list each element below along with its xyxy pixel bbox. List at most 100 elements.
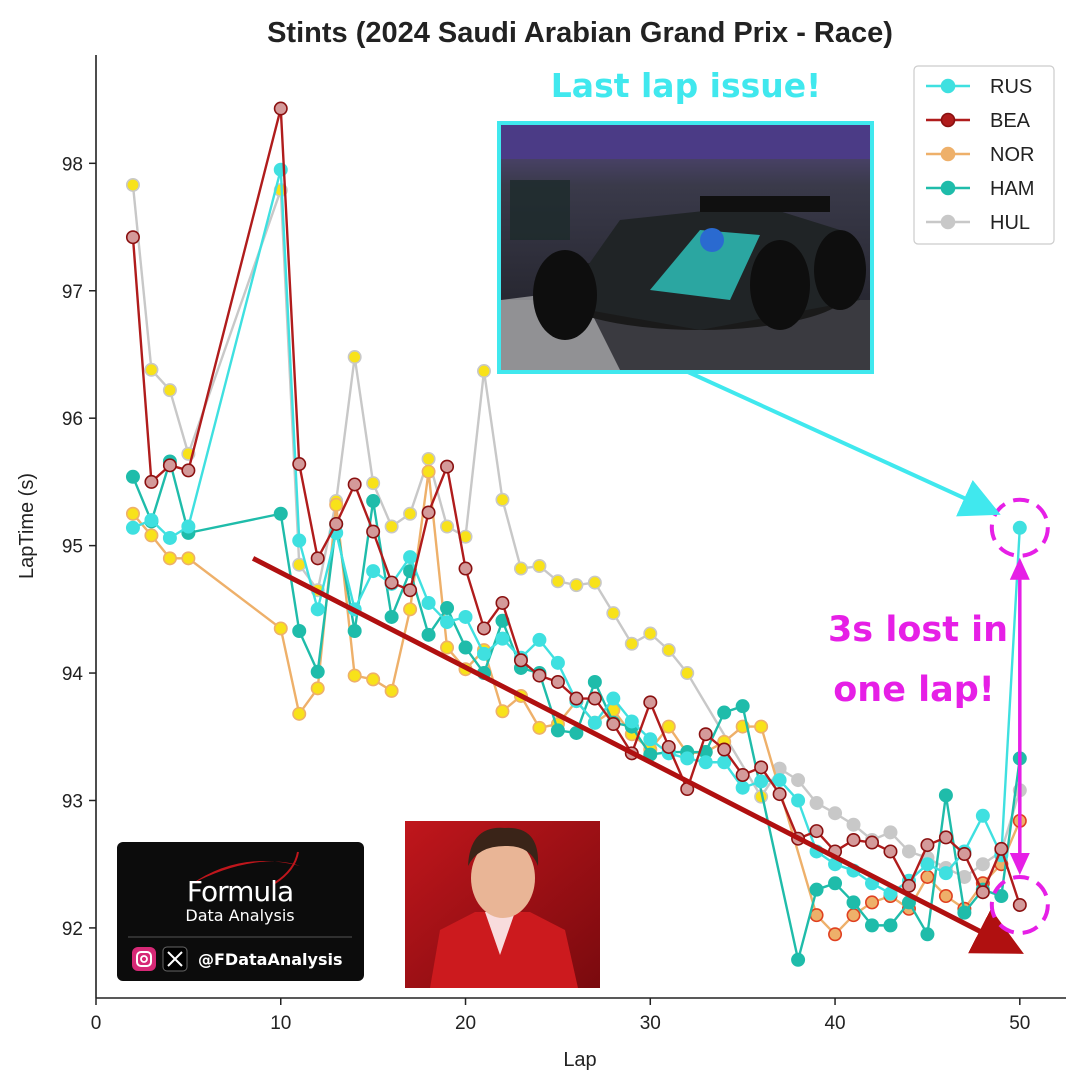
data-point-hul (550, 574, 565, 589)
data-point-nor (938, 889, 953, 904)
x-tick-label: 40 (824, 1013, 845, 1034)
data-point-bea (458, 561, 473, 576)
data-point-bea (809, 824, 824, 839)
data-point-ham (938, 788, 953, 803)
data-point-rus (975, 808, 990, 823)
data-point-rus (938, 866, 953, 881)
data-point-bea (864, 835, 879, 850)
data-point-bea (292, 457, 307, 472)
data-point-hul (495, 492, 510, 507)
data-point-bea (772, 787, 787, 802)
x-tick-label: 30 (640, 1013, 661, 1034)
legend-marker-nor (940, 146, 956, 162)
x-tick-label: 0 (91, 1013, 102, 1034)
trend-arrow (251, 556, 1024, 954)
data-point-bea (310, 551, 325, 566)
series-layer (125, 101, 1027, 967)
data-point-ham (864, 918, 879, 933)
data-point-rus (366, 564, 381, 579)
data-point-ham (920, 927, 935, 942)
data-point-bea (901, 878, 916, 893)
data-point-nor (162, 551, 177, 566)
data-point-hul (162, 383, 177, 398)
y-tick-label: 94 (62, 664, 84, 685)
annotation-layer: Last lap issue! 3s lost in one lap! (251, 66, 1050, 954)
data-point-bea (717, 742, 732, 757)
highlight-circle-top (989, 497, 1050, 558)
data-point-nor (181, 551, 196, 566)
time-lost-label-line1: 3s lost in (828, 610, 1008, 650)
data-point-hul (901, 844, 916, 859)
time-lost-label-line2: one lap! (833, 670, 995, 710)
data-point-nor (144, 528, 159, 543)
data-point-hul (680, 666, 695, 681)
data-point-bea (957, 847, 972, 862)
car-photo-inset (497, 121, 874, 374)
data-point-hul (125, 177, 140, 192)
data-point-nor (366, 672, 381, 687)
axes: 0 10 20 30 40 50 92 93 94 95 96 97 98 (62, 55, 1066, 1034)
data-point-hul (476, 364, 491, 379)
data-point-rus (606, 691, 621, 706)
data-point-bea (883, 844, 898, 859)
data-point-bea (513, 653, 528, 668)
data-point-bea (366, 524, 381, 539)
data-point-hul (975, 857, 990, 872)
data-point-nor (125, 506, 140, 521)
chart-title: Stints (2024 Saudi Arabian Grand Prix - … (267, 17, 893, 49)
data-point-nor (273, 621, 288, 636)
legend-item-hul: HUL (926, 212, 1030, 234)
data-point-bea (347, 477, 362, 492)
legend-label-hul: HUL (990, 212, 1030, 234)
data-point-bea (569, 691, 584, 706)
data-point-ham (846, 895, 861, 910)
brand-logo: Formula Data Analysis @FDataAnalysis (117, 842, 364, 981)
data-point-rus (162, 530, 177, 545)
data-point-ham (273, 506, 288, 521)
data-point-hul (883, 825, 898, 840)
legend-item-nor: NOR (926, 144, 1034, 166)
data-point-hul (587, 575, 602, 590)
data-point-hul (791, 773, 806, 788)
data-point-ham (957, 905, 972, 920)
data-point-rus (125, 520, 140, 535)
logo-subtitle: Data Analysis (185, 906, 294, 925)
data-point-hul (606, 606, 621, 621)
data-point-ham (366, 494, 381, 509)
data-point-nor (421, 464, 436, 479)
last-lap-label: Last lap issue! (551, 66, 821, 105)
data-point-rus (458, 609, 473, 624)
data-point-nor (661, 719, 676, 734)
data-point-rus (532, 632, 547, 647)
data-point-nor (310, 681, 325, 696)
data-point-ham (883, 918, 898, 933)
data-point-hul (643, 626, 658, 641)
data-point-nor (329, 497, 344, 512)
instagram-icon (132, 947, 156, 971)
data-point-bea (735, 767, 750, 782)
data-point-nor (384, 683, 399, 698)
data-point-nor (754, 719, 769, 734)
data-point-rus (292, 533, 307, 548)
data-point-rus (735, 780, 750, 795)
data-point-ham (828, 876, 843, 891)
data-point-rus (476, 646, 491, 661)
logo-handle: @FDataAnalysis (198, 950, 342, 969)
data-point-rus (310, 602, 325, 617)
data-point-hul (532, 559, 547, 574)
data-point-rus (495, 631, 510, 646)
x-tick-label: 10 (270, 1013, 291, 1034)
legend-marker-rus (940, 78, 956, 94)
data-point-bea (181, 463, 196, 478)
data-point-nor (403, 602, 418, 617)
data-point-bea (125, 230, 140, 245)
data-point-bea (587, 691, 602, 706)
data-point-bea (162, 458, 177, 473)
data-point-hul (569, 578, 584, 593)
data-point-ham (791, 952, 806, 967)
data-point-bea (495, 595, 510, 610)
legend-item-bea: BEA (926, 110, 1031, 132)
data-point-bea (384, 575, 399, 590)
data-point-bea (698, 727, 713, 742)
